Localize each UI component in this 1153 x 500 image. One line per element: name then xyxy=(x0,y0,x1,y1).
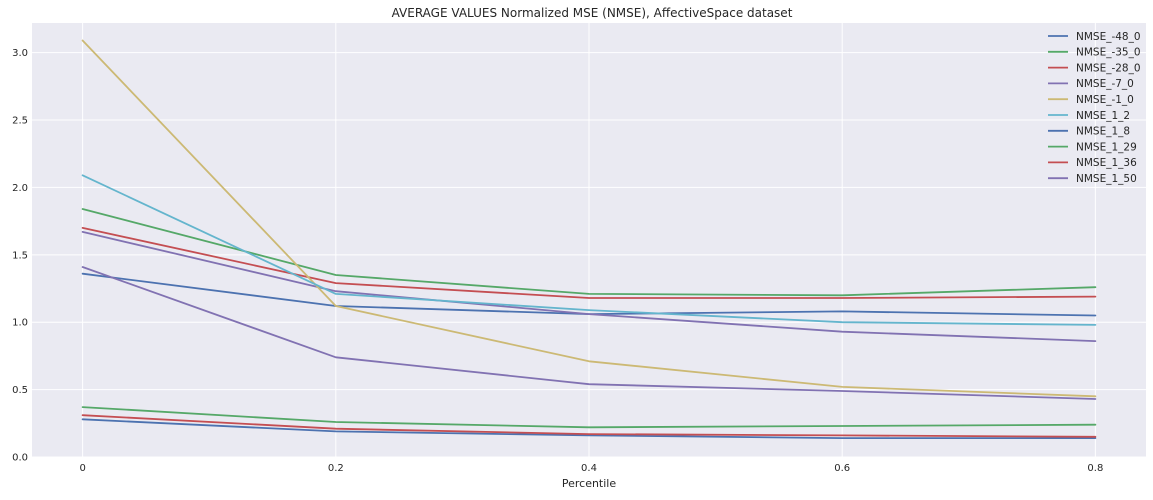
legend-label: NMSE_1_8 xyxy=(1076,126,1130,138)
legend-label: NMSE_1_29 xyxy=(1076,141,1137,153)
legend-label: NMSE_-48_0 xyxy=(1076,31,1141,43)
x-tick-label: 0.6 xyxy=(834,463,850,474)
y-tick-label: 1.5 xyxy=(12,250,28,261)
legend-label: NMSE_-28_0 xyxy=(1076,62,1141,74)
y-tick-label: 3.0 xyxy=(12,48,28,59)
x-tick-label: 0 xyxy=(79,463,85,474)
y-tick-label: 1.0 xyxy=(12,318,28,329)
chart-title: AVERAGE VALUES Normalized MSE (NMSE), Af… xyxy=(392,6,793,20)
y-tick-label: 0.0 xyxy=(12,453,28,464)
y-tick-label: 2.5 xyxy=(12,116,28,127)
x-tick-label: 0.8 xyxy=(1087,463,1103,474)
x-tick-label: 0.2 xyxy=(328,463,344,474)
y-tick-label: 0.5 xyxy=(12,385,28,396)
x-axis-label: Percentile xyxy=(562,477,617,490)
x-tick-label: 0.4 xyxy=(581,463,597,474)
legend-label: NMSE_1_36 xyxy=(1076,157,1137,169)
legend-label: NMSE_1_2 xyxy=(1076,110,1130,122)
legend-label: NMSE_-35_0 xyxy=(1076,47,1141,59)
legend-label: NMSE_1_50 xyxy=(1076,173,1137,185)
y-tick-label: 2.0 xyxy=(12,183,28,194)
legend-label: NMSE_-1_0 xyxy=(1076,94,1134,106)
legend-label: NMSE_-7_0 xyxy=(1076,78,1134,90)
